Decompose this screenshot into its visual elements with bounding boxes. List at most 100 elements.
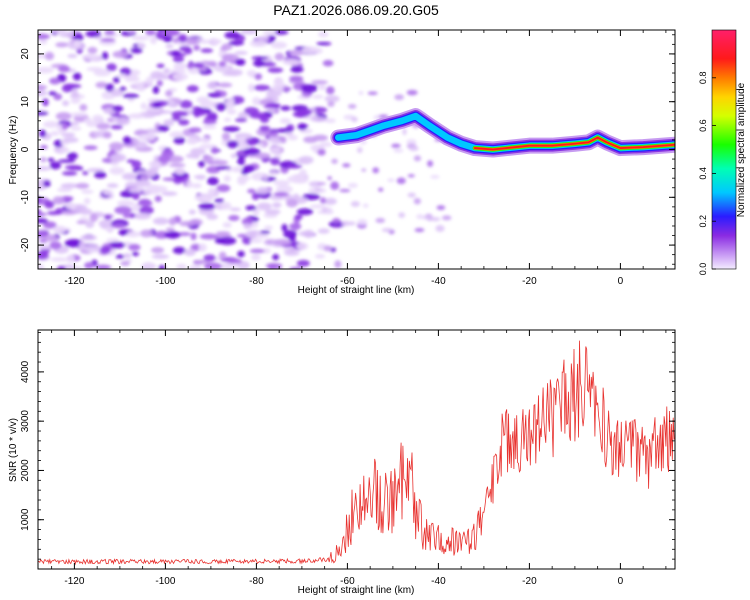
heatmap-cell bbox=[299, 169, 307, 178]
heatmap-cell bbox=[223, 175, 231, 183]
heatmap-cell bbox=[200, 39, 210, 44]
heatmap-cell bbox=[298, 155, 314, 165]
heatmap-cell bbox=[87, 249, 96, 253]
heatmap-x-tick-label: -40 bbox=[431, 276, 446, 287]
heatmap-cell bbox=[413, 197, 421, 205]
heatmap-cell bbox=[99, 246, 111, 255]
heatmap-cell bbox=[133, 212, 152, 220]
heatmap-cell bbox=[56, 265, 66, 269]
heatmap-cell bbox=[178, 119, 190, 126]
heatmap-cell bbox=[280, 105, 291, 111]
heatmap-cell bbox=[108, 142, 124, 150]
heatmap-cell bbox=[81, 54, 100, 60]
heatmap-cell bbox=[106, 63, 117, 72]
snr-y-ticks: 1000 2000 3000 4000 bbox=[20, 332, 675, 570]
heatmap-cell bbox=[61, 171, 78, 176]
heatmap-cell bbox=[156, 63, 165, 69]
heatmap-cell bbox=[39, 39, 48, 45]
heatmap-cell bbox=[254, 73, 263, 81]
heatmap-cell bbox=[269, 131, 279, 137]
heatmap-cell bbox=[234, 51, 248, 55]
heatmap-cell bbox=[110, 124, 123, 130]
heatmap-cell bbox=[127, 30, 136, 34]
snr-plot-area bbox=[38, 330, 675, 569]
heatmap-cell bbox=[295, 111, 309, 118]
heatmap-cell bbox=[170, 68, 187, 74]
heatmap-cell bbox=[65, 202, 77, 210]
heatmap-cell bbox=[142, 189, 160, 195]
heatmap-cell bbox=[358, 90, 364, 96]
heatmap-cell bbox=[203, 254, 216, 262]
heatmap-cell bbox=[226, 108, 237, 115]
heatmap-cell bbox=[83, 244, 101, 253]
heatmap-ridge bbox=[330, 108, 675, 158]
heatmap-cell bbox=[288, 49, 305, 56]
heatmap-cell bbox=[48, 91, 57, 96]
heatmap-cell bbox=[253, 152, 271, 159]
heatmap-x-axis-label: Height of straight line (km) bbox=[298, 285, 415, 296]
heatmap-cell bbox=[166, 101, 177, 106]
heatmap-cell bbox=[248, 83, 255, 92]
heatmap-cell bbox=[322, 59, 334, 67]
heatmap-cell bbox=[301, 84, 318, 93]
heatmap-cell bbox=[123, 253, 132, 259]
heatmap-cell bbox=[102, 189, 114, 196]
heatmap-cell bbox=[292, 193, 300, 201]
heatmap-cell bbox=[317, 148, 326, 156]
snr-frame bbox=[37, 329, 676, 570]
heatmap-cell bbox=[220, 262, 237, 269]
heatmap-cell bbox=[163, 119, 175, 127]
heatmap-cell bbox=[378, 187, 384, 192]
heatmap-cell bbox=[168, 217, 177, 226]
heatmap-cell bbox=[273, 191, 289, 197]
heatmap-x-tick-label: -100 bbox=[155, 276, 175, 287]
heatmap-cell bbox=[110, 153, 127, 162]
heatmap-cell bbox=[172, 177, 186, 183]
heatmap-cell bbox=[95, 264, 111, 269]
heatmap-cell bbox=[367, 91, 378, 96]
heatmap-cell bbox=[214, 237, 225, 244]
heatmap-y-tick-label: 0 bbox=[20, 146, 31, 152]
heatmap-cell bbox=[262, 30, 276, 36]
heatmap-cell bbox=[151, 254, 170, 259]
heatmap-cell bbox=[273, 78, 284, 86]
heatmap-cell bbox=[138, 133, 156, 141]
heatmap-cell bbox=[332, 217, 341, 224]
heatmap-cell bbox=[96, 122, 111, 130]
heatmap-cell bbox=[42, 221, 57, 229]
heatmap-cell bbox=[259, 230, 271, 235]
heatmap-cell bbox=[270, 157, 281, 166]
heatmap-cell bbox=[402, 128, 407, 136]
colorbar-ticks: 0.0 0.2 0.4 0.6 0.8 bbox=[698, 72, 716, 275]
heatmap-cell bbox=[40, 144, 48, 150]
heatmap-cell bbox=[62, 100, 70, 107]
heatmap-cell bbox=[139, 175, 152, 180]
heatmap-cell bbox=[57, 187, 73, 193]
heatmap-cell bbox=[186, 85, 199, 93]
heatmap-cell bbox=[76, 220, 87, 225]
heatmap-cell bbox=[145, 184, 161, 192]
heatmap-cell bbox=[173, 62, 187, 70]
heatmap-cell bbox=[200, 48, 213, 53]
heatmap-cell bbox=[106, 183, 119, 188]
heatmap-cell bbox=[350, 200, 360, 207]
heatmap-cell bbox=[226, 97, 235, 106]
heatmap-cell bbox=[85, 30, 102, 38]
heatmap-cell bbox=[297, 123, 308, 131]
heatmap-cell bbox=[296, 242, 309, 250]
heatmap-cell bbox=[128, 243, 141, 251]
heatmap-cell bbox=[150, 35, 157, 45]
heatmap-cell bbox=[110, 88, 124, 97]
heatmap-cell bbox=[53, 139, 64, 148]
heatmap-cell bbox=[285, 131, 294, 136]
heatmap-cell bbox=[120, 190, 135, 198]
heatmap-cell bbox=[50, 257, 69, 262]
heatmap-cell bbox=[311, 80, 329, 85]
heatmap-cell bbox=[234, 118, 248, 123]
heatmap-y-axis-label: Frequency (Hz) bbox=[8, 116, 19, 185]
heatmap-cell bbox=[272, 253, 280, 261]
heatmap-cell bbox=[241, 217, 254, 226]
heatmap-cell bbox=[53, 93, 63, 101]
heatmap-cell bbox=[265, 90, 282, 97]
heatmap-cell bbox=[38, 251, 49, 260]
